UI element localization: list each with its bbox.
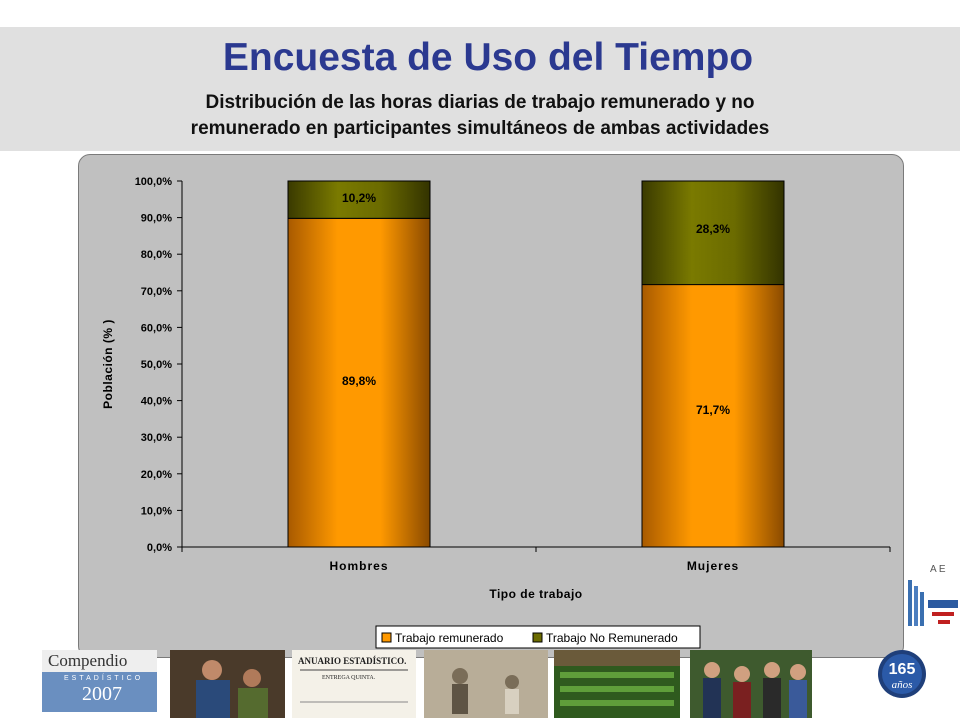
- photo-crops: [554, 650, 680, 718]
- y-axis-title: Población (% ): [101, 319, 115, 409]
- header-band: [0, 27, 960, 151]
- compendio-label: Compendio: [48, 651, 127, 670]
- subtitle-line-1: Distribución de las horas diarias de tra…: [205, 92, 755, 113]
- chart-subtitle: Distribución de las horas diarias de tra…: [60, 90, 900, 142]
- ine-logo: A E: [908, 564, 958, 626]
- x-category-label: Hombres: [329, 559, 388, 573]
- subtitle-line-2: remunerado en participantes simultáneos …: [190, 118, 770, 139]
- legend-label: Trabajo No Remunerado: [546, 631, 678, 645]
- y-tick-label: 10,0%: [141, 505, 172, 517]
- bar-segment: [287, 217, 431, 548]
- data-label: 10,2%: [342, 191, 376, 205]
- bar-segment: [641, 180, 785, 286]
- photo-historic-family: [424, 650, 548, 718]
- page-title: Encuesta de Uso del Tiempo: [222, 36, 754, 79]
- y-tick-label: 90,0%: [141, 213, 172, 225]
- y-tick-label: 40,0%: [141, 396, 172, 408]
- bar-segment: [641, 284, 785, 548]
- compendio-year: 2007: [82, 683, 122, 705]
- badge-word: años: [892, 679, 913, 691]
- anuario-sub: ENTREGA QUINTA.: [322, 675, 376, 681]
- y-tick-label: 70,0%: [141, 286, 172, 298]
- anuario-document: ANUARIO ESTADÍSTICO. ENTREGA QUINTA.: [292, 650, 416, 718]
- footer-image-strip: Compendio ESTADÍSTICO 2007 ANUARIO ESTAD…: [42, 650, 926, 718]
- legend-label: Trabajo remunerado: [395, 631, 504, 645]
- x-category-label: Mujeres: [687, 559, 739, 573]
- y-tick-label: 100,0%: [135, 176, 173, 188]
- data-label: 28,3%: [696, 222, 730, 236]
- svg-text:A E: A E: [930, 564, 946, 575]
- data-label: 89,8%: [342, 374, 376, 388]
- y-tick-label: 20,0%: [141, 469, 172, 481]
- y-tick-label: 30,0%: [141, 432, 172, 444]
- bar-segment: [287, 180, 431, 219]
- badge-number: 165: [889, 661, 916, 678]
- photo-family: [690, 650, 812, 718]
- y-tick-label: 60,0%: [141, 322, 172, 334]
- y-tick-label: 80,0%: [141, 249, 172, 261]
- compendio-logo: Compendio ESTADÍSTICO 2007: [42, 650, 157, 712]
- y-tick-label: 50,0%: [141, 359, 172, 371]
- anniversary-badge: 165 años: [878, 650, 926, 698]
- anuario-label: ANUARIO ESTADÍSTICO.: [298, 656, 406, 666]
- data-label: 71,7%: [696, 403, 730, 417]
- legend-swatch: [381, 632, 392, 643]
- legend-swatch: [532, 632, 543, 643]
- y-tick-label: 0,0%: [147, 542, 172, 554]
- compendio-sub: ESTADÍSTICO: [64, 673, 143, 682]
- photo-people: [170, 650, 285, 718]
- x-axis-title: Tipo de trabajo: [489, 587, 582, 601]
